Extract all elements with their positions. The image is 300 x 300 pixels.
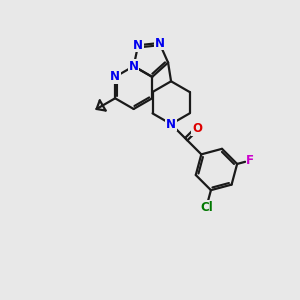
Text: N: N [154,37,164,50]
Text: N: N [166,118,176,130]
Text: Cl: Cl [200,201,213,214]
Text: N: N [133,39,143,52]
Text: F: F [246,154,254,167]
Text: N: N [110,70,120,83]
Text: O: O [192,122,202,135]
Text: N: N [129,60,139,73]
